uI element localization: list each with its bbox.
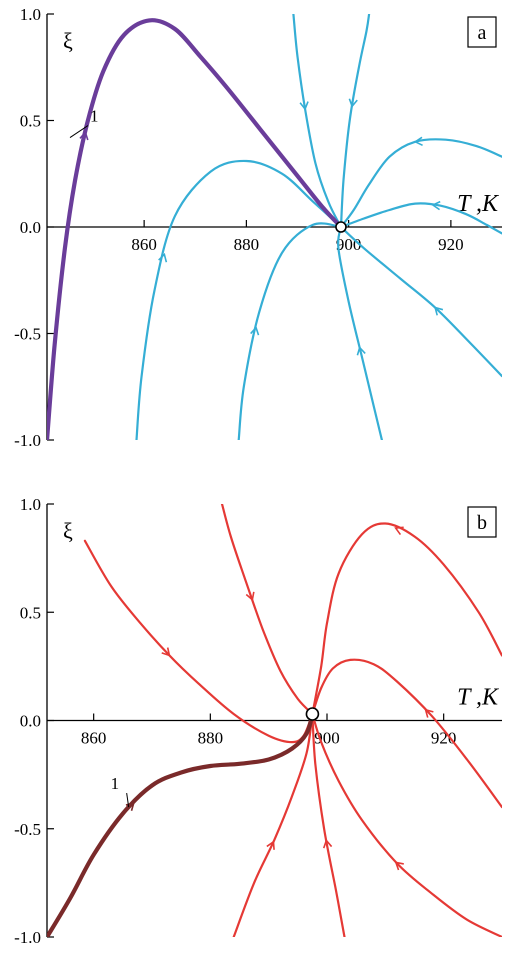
trajectory-b-7 (232, 712, 314, 937)
trajectories (47, 504, 502, 937)
panel-letter-box (467, 506, 497, 538)
y-axis-label: ξ (63, 518, 73, 543)
x-tick-label: 860 (131, 235, 157, 254)
trajectory-a-5 (135, 159, 343, 440)
direction-arrow (413, 136, 423, 147)
y-tick-label: 1.0 (20, 5, 41, 24)
separatrix-1 (47, 18, 344, 440)
trajectory-b-1 (83, 539, 314, 744)
x-tick-label: 880 (198, 729, 224, 748)
panel-letter: a (478, 22, 487, 44)
direction-arrow (161, 647, 171, 657)
y-tick-label: -0.5 (14, 325, 41, 344)
direction-arrow (356, 345, 366, 356)
direction-arrow (322, 838, 333, 849)
curve-label-1: 1 (111, 774, 120, 793)
curve-label-leader (126, 793, 130, 808)
direction-arrow (79, 130, 89, 141)
y-tick-label: -0.5 (14, 820, 41, 839)
fixed-point-marker (305, 707, 320, 721)
trajectory-a-7 (337, 225, 383, 440)
panel-letter: b (477, 512, 487, 534)
trajectory-a-3 (339, 138, 502, 229)
trajectory-b-2 (220, 504, 314, 716)
trajectory-a-1 (292, 14, 343, 229)
y-axis-label: ξ (63, 28, 73, 53)
trajectory-b-5 (311, 712, 502, 937)
fixed-point-marker (335, 221, 347, 233)
trajectory-b-3 (311, 522, 502, 716)
x-axis-label: T ,K (457, 685, 500, 711)
y-tick-label: 0.5 (20, 603, 41, 622)
y-tick-label: -1.0 (14, 431, 41, 450)
y-tick-label: 1.0 (20, 495, 41, 514)
direction-arrow (424, 708, 434, 718)
y-tick-label: 0.0 (20, 218, 41, 237)
direction-arrow (348, 98, 358, 108)
x-tick-label: 860 (81, 729, 107, 748)
direction-arrow (158, 252, 168, 263)
trajectory-b-4 (311, 658, 502, 809)
trajectory-a-4 (339, 202, 502, 235)
x-tick-label: 920 (431, 729, 457, 748)
trajectory-b-6 (311, 712, 346, 937)
x-tick-label: 880 (234, 235, 260, 254)
curve-label-1: 1 (90, 107, 99, 126)
trajectories (47, 14, 502, 440)
direction-arrow (245, 591, 255, 602)
y-tick-label: 0.0 (20, 712, 41, 731)
direction-arrow (299, 101, 309, 111)
separatrix-1 (47, 711, 315, 937)
direction-arrow (433, 306, 444, 316)
y-tick-label: 0.5 (20, 112, 41, 131)
direction-arrow (394, 861, 404, 871)
direction-arrow (394, 526, 404, 536)
direction-arrow (250, 325, 260, 336)
trajectory-a-6 (237, 222, 343, 440)
direction-arrow (266, 840, 275, 850)
direction-arrow (431, 200, 441, 211)
trajectory-a-2 (339, 14, 371, 229)
curve-label-leader (69, 125, 89, 138)
y-tick-label: -1.0 (14, 928, 41, 947)
x-tick-label: 920 (438, 235, 464, 254)
trajectory-a-8 (339, 225, 502, 378)
panel-letter-box (467, 16, 497, 48)
